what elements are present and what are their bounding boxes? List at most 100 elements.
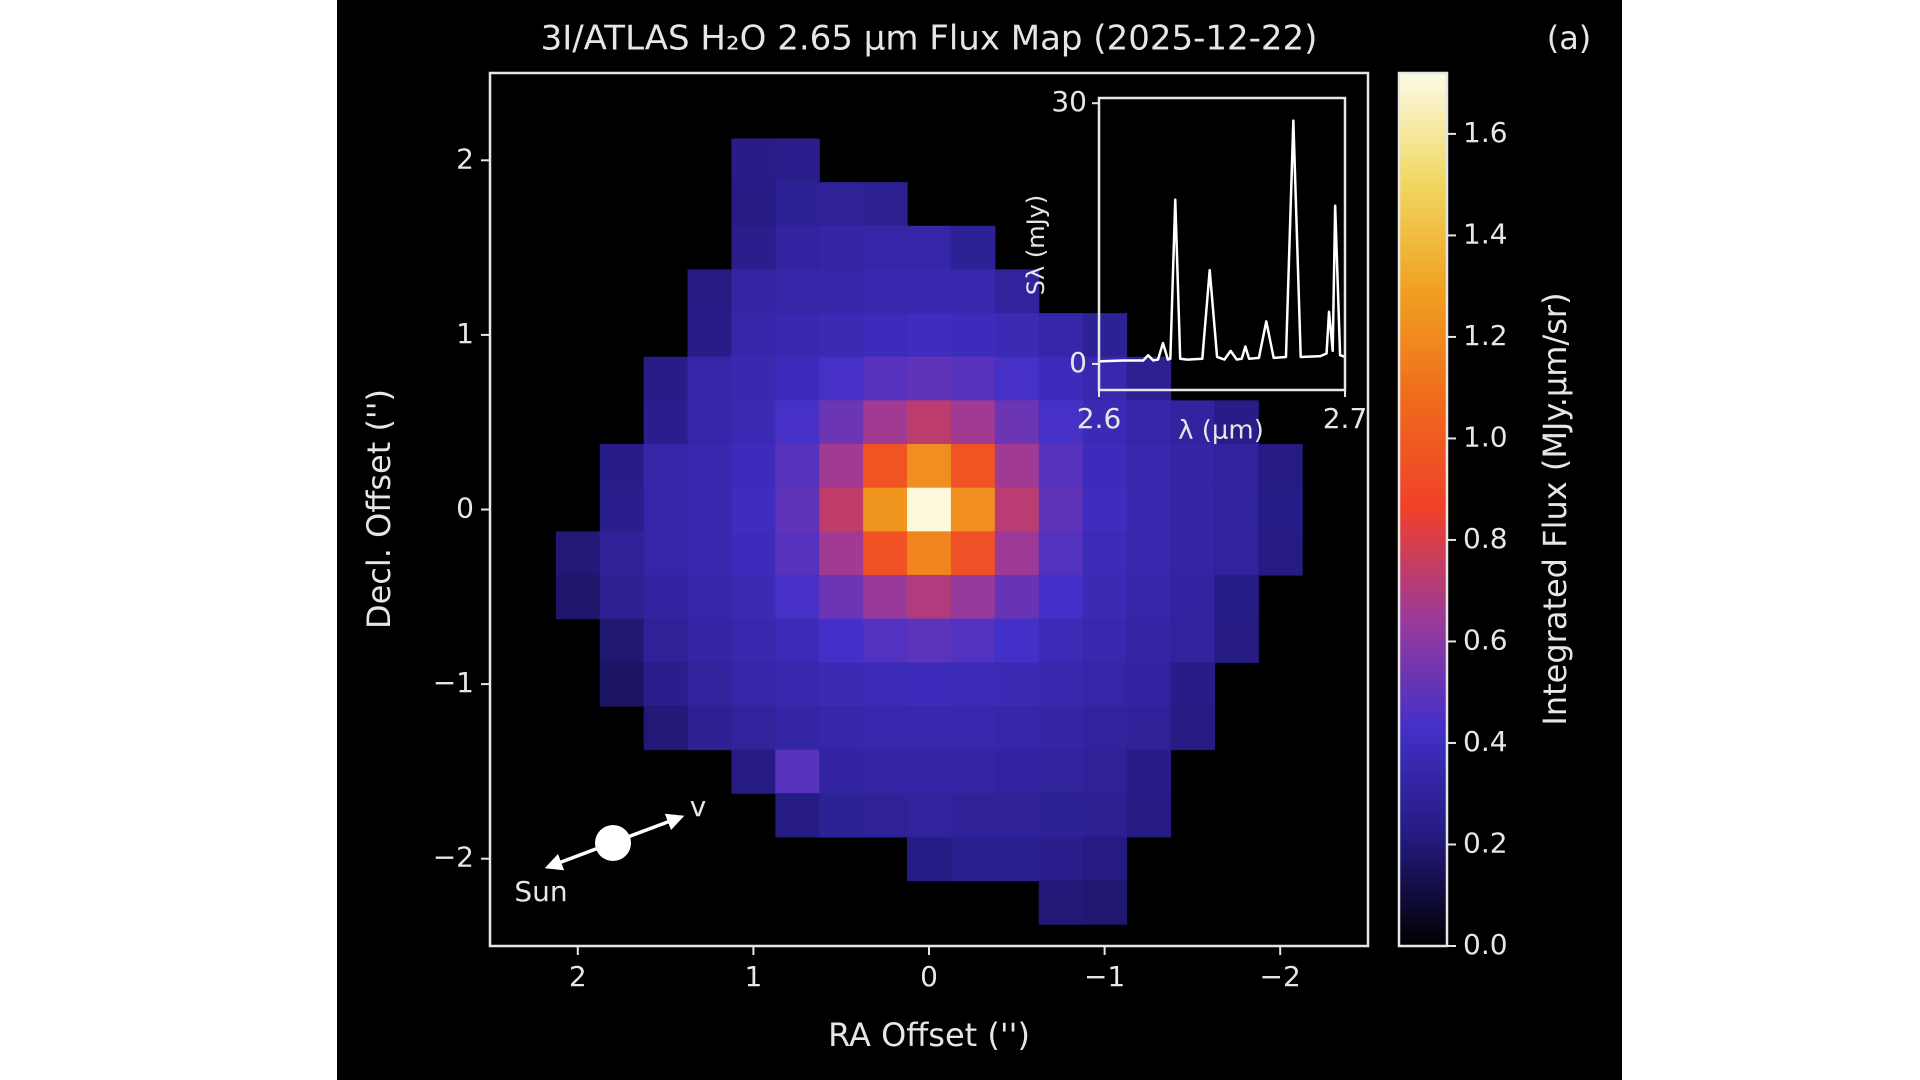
colorbar-tick-label: 0.0 bbox=[1463, 928, 1508, 961]
heatmap-cell bbox=[687, 444, 733, 489]
heatmap-cell bbox=[950, 836, 996, 882]
heatmap-cell bbox=[950, 574, 996, 620]
heatmap-cell bbox=[907, 531, 952, 576]
heatmap-cell bbox=[731, 313, 776, 358]
heatmap-cell bbox=[775, 487, 820, 532]
heatmap-cell bbox=[1214, 574, 1259, 620]
heatmap-cell bbox=[643, 444, 689, 489]
heatmap-cell bbox=[950, 487, 996, 532]
heatmap-cell bbox=[731, 487, 776, 532]
inset-x-label: λ (μm) bbox=[1178, 416, 1264, 446]
heatmap-cell bbox=[950, 225, 996, 271]
heatmap-cell bbox=[599, 662, 645, 707]
heatmap-cell bbox=[950, 705, 996, 751]
heatmap-cell bbox=[1038, 793, 1084, 838]
heatmap-cell bbox=[1038, 662, 1084, 707]
colorbar-tick-label: 0.4 bbox=[1463, 725, 1508, 758]
heatmap-cell bbox=[1038, 836, 1084, 882]
heatmap-cell bbox=[819, 705, 864, 751]
heatmap-cell bbox=[907, 356, 952, 401]
heatmap-cell bbox=[1258, 444, 1303, 489]
heatmap-cell bbox=[775, 182, 820, 227]
heatmap-cell bbox=[994, 400, 1040, 445]
heatmap-cell bbox=[819, 313, 864, 358]
heatmap-cell bbox=[1214, 444, 1259, 489]
heatmap-cell bbox=[907, 400, 952, 445]
heatmap-cell bbox=[907, 574, 952, 620]
heatmap-cell bbox=[1170, 574, 1215, 620]
heatmap-cell bbox=[1038, 531, 1084, 576]
heatmap-cell bbox=[950, 662, 996, 707]
colorbar-tick-label: 1.2 bbox=[1463, 319, 1508, 352]
heatmap-cell bbox=[1082, 705, 1128, 751]
heatmap-cell bbox=[863, 313, 908, 358]
heatmap-cell bbox=[819, 225, 864, 271]
heatmap-cell bbox=[994, 618, 1040, 663]
heatmap-cell bbox=[863, 269, 908, 314]
heatmap-cell bbox=[1170, 662, 1215, 707]
heatmap-cell bbox=[1082, 444, 1128, 489]
heatmap-cell bbox=[863, 705, 908, 751]
heatmap-cell bbox=[1038, 487, 1084, 532]
heatmap-cell bbox=[775, 269, 820, 314]
heatmap-cell bbox=[1082, 618, 1128, 663]
colorbar-tick-label: 1.6 bbox=[1463, 116, 1508, 149]
velocity-label: v bbox=[690, 790, 707, 823]
heatmap-cell bbox=[1082, 487, 1128, 532]
heatmap-cell bbox=[687, 356, 733, 401]
heatmap-cell bbox=[1126, 444, 1172, 489]
heatmap-cell bbox=[775, 444, 820, 489]
heatmap-cell bbox=[1082, 531, 1128, 576]
heatmap-cell bbox=[775, 138, 820, 183]
heatmap-cell bbox=[950, 313, 996, 358]
heatmap-cell bbox=[1038, 749, 1084, 794]
heatmap-cell bbox=[907, 487, 952, 532]
heatmap-cell bbox=[1126, 618, 1172, 663]
heatmap-cell bbox=[687, 487, 733, 532]
colorbar-tick-label: 1.0 bbox=[1463, 420, 1508, 453]
heatmap-cell bbox=[1126, 574, 1172, 620]
heatmap-cell bbox=[687, 313, 733, 358]
colorbar-tick-label: 1.4 bbox=[1463, 217, 1508, 250]
heatmap-cell bbox=[1214, 618, 1259, 663]
heatmap-cell bbox=[907, 444, 952, 489]
heatmap-cell bbox=[599, 531, 645, 576]
heatmap-cell bbox=[819, 793, 864, 838]
heatmap-cell bbox=[1038, 356, 1084, 401]
heatmap-cell bbox=[1214, 531, 1259, 576]
heatmap-cell bbox=[994, 487, 1040, 532]
heatmap-cell bbox=[775, 356, 820, 401]
heatmap-cell bbox=[1082, 749, 1128, 794]
heatmap-cell bbox=[1038, 444, 1084, 489]
heatmap-cell bbox=[907, 662, 952, 707]
heatmap-cell bbox=[643, 487, 689, 532]
heatmap-cell bbox=[950, 444, 996, 489]
heatmap-cell bbox=[687, 618, 733, 663]
heatmap-cell bbox=[599, 444, 645, 489]
y-tick-label: 0 bbox=[456, 492, 474, 525]
colorbar-tick-label: 0.2 bbox=[1463, 826, 1508, 859]
heatmap-cell bbox=[863, 356, 908, 401]
heatmap-cell bbox=[1126, 793, 1172, 838]
y-tick-label: −1 bbox=[433, 666, 474, 699]
inset-x-tick-label: 2.6 bbox=[1077, 402, 1122, 435]
heatmap-cell bbox=[775, 313, 820, 358]
x-tick-label: −1 bbox=[1084, 960, 1125, 993]
heatmap-cell bbox=[994, 749, 1040, 794]
heatmap-cell bbox=[819, 574, 864, 620]
heatmap-cell bbox=[819, 182, 864, 227]
heatmap-cell bbox=[643, 618, 689, 663]
heatmap-cell bbox=[1170, 618, 1215, 663]
heatmap-cell bbox=[907, 225, 952, 271]
heatmap-cell bbox=[775, 531, 820, 576]
x-axis-label: RA Offset ('') bbox=[828, 1016, 1030, 1054]
heatmap-cell bbox=[731, 749, 776, 794]
heatmap-cell bbox=[1082, 400, 1128, 445]
colorbar-label: Integrated Flux (MJy.μm/sr) bbox=[1536, 292, 1574, 725]
heatmap-cell bbox=[643, 356, 689, 401]
x-tick-label: 0 bbox=[920, 960, 938, 993]
heatmap-cell bbox=[555, 574, 601, 620]
heatmap-cell bbox=[731, 705, 776, 751]
heatmap-cell bbox=[863, 182, 908, 227]
